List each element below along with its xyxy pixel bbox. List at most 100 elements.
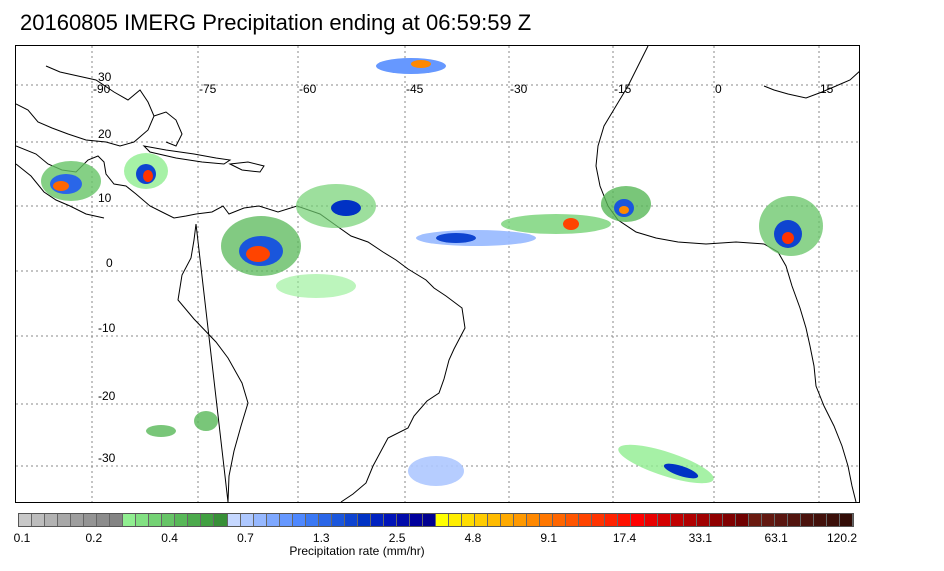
precip-cell-nigeria-peak xyxy=(782,232,794,244)
colorbar-segment xyxy=(722,514,736,526)
precip-cell-gulf-peak xyxy=(53,181,69,191)
precip-cell-atlantic-north-peak xyxy=(411,60,431,68)
colorbar-segment xyxy=(436,514,450,526)
colorbar-segment xyxy=(748,514,762,526)
colorbar-segment xyxy=(240,514,254,526)
colorbar-tick-label: 0.7 xyxy=(237,531,254,545)
longitude-label: -90 xyxy=(93,82,111,96)
colorbar-segment xyxy=(110,514,124,526)
colorbar-segment xyxy=(514,514,528,526)
europe-coast xyxy=(763,71,859,99)
precip-cell-amazon xyxy=(276,274,356,298)
colorbar-segment xyxy=(605,514,619,526)
colorbar-segment xyxy=(683,514,697,526)
colorbar-tick-label: 9.1 xyxy=(540,531,558,545)
colorbar-title: Precipitation rate (mm/hr) xyxy=(289,544,425,558)
south-america-coast xyxy=(177,205,466,502)
longitude-label: -75 xyxy=(199,82,217,96)
colorbar-segment xyxy=(214,514,228,526)
longitude-label: -30 xyxy=(510,82,528,96)
colorbar-tick-label: 4.8 xyxy=(464,531,482,545)
colorbar-tick-label: 0.4 xyxy=(161,531,178,545)
colorbar-segment xyxy=(123,514,137,526)
colorbar-segment xyxy=(149,514,163,526)
longitude-label: -45 xyxy=(406,82,424,96)
longitude-label: -15 xyxy=(614,82,632,96)
precip-cell-west-africa-peak xyxy=(619,206,629,214)
precipitation-cells xyxy=(41,58,823,486)
florida-coast xyxy=(153,111,183,147)
latitude-label: -10 xyxy=(98,321,116,335)
colorbar-segment xyxy=(305,514,319,526)
colorbar-segment xyxy=(566,514,580,526)
colorbar-segment xyxy=(696,514,710,526)
latitude-label: 20 xyxy=(98,127,112,141)
colorbar-segment xyxy=(370,514,384,526)
latitude-label: 30 xyxy=(98,70,112,84)
colorbar-segment xyxy=(839,514,853,526)
colorbar-segment xyxy=(84,514,98,526)
colorbar-segment xyxy=(227,514,241,526)
colorbar-segment xyxy=(344,514,358,526)
colorbar-segment xyxy=(279,514,293,526)
colorbar-segment xyxy=(657,514,671,526)
colorbar-tick-label: 120.2 xyxy=(826,531,858,545)
colorbar-segment xyxy=(19,514,33,526)
longitude-label: 0 xyxy=(715,82,722,96)
colorbar-segment xyxy=(579,514,593,526)
colorbar-tick-label: 0.1 xyxy=(13,531,31,545)
colorbar-segment xyxy=(136,514,150,526)
colorbar-segment xyxy=(774,514,788,526)
precip-cell-bolivia xyxy=(146,425,176,437)
colorbar-segment xyxy=(422,514,436,526)
colorbar-segment xyxy=(266,514,280,526)
colorbar-tick-label: 2.5 xyxy=(388,531,406,545)
colorbar-tick-label: 33.1 xyxy=(688,531,713,545)
longitude-label: -60 xyxy=(299,82,317,96)
colorbar-segment xyxy=(462,514,476,526)
colorbar-segment xyxy=(618,514,632,526)
precip-cell-itcz-mid-peak xyxy=(563,218,579,230)
precip-cell-venezuela-peak xyxy=(246,246,270,262)
colorbar-segment xyxy=(71,514,85,526)
colorbar-segment xyxy=(357,514,371,526)
colorbar-segment xyxy=(709,514,723,526)
precip-cell-uruguay xyxy=(408,456,464,486)
longitude-label: 15 xyxy=(820,82,834,96)
colorbar-segment xyxy=(527,514,541,526)
colorbar-segment xyxy=(97,514,111,526)
colorbar xyxy=(18,513,854,527)
colorbar-segment xyxy=(449,514,463,526)
colorbar-tick-label: 1.3 xyxy=(312,531,330,545)
map-gridlines xyxy=(16,46,859,502)
colorbar-segment xyxy=(253,514,267,526)
colorbar-segment xyxy=(761,514,775,526)
map-canvas xyxy=(16,46,859,502)
colorbar-segment xyxy=(58,514,72,526)
colorbar-segment xyxy=(331,514,345,526)
colorbar-segment xyxy=(488,514,502,526)
colorbar-segment xyxy=(201,514,215,526)
precip-cell-yucatan-peak xyxy=(143,170,153,182)
colorbar-segment xyxy=(826,514,840,526)
coastlines xyxy=(16,46,859,502)
latitude-label: -30 xyxy=(98,451,116,465)
precip-cell-itcz-mid xyxy=(501,214,611,234)
colorbar-segment xyxy=(383,514,397,526)
africa-coast xyxy=(595,46,857,502)
page-title: 20160805 IMERG Precipitation ending at 0… xyxy=(20,10,532,35)
colorbar-segment xyxy=(188,514,202,526)
colorbar-segment xyxy=(292,514,306,526)
colorbar-segment xyxy=(787,514,801,526)
hispaniola-coast xyxy=(228,161,265,173)
colorbar-segment xyxy=(32,514,46,526)
latitude-label: 10 xyxy=(98,191,112,205)
colorbar-segment xyxy=(553,514,567,526)
colorbar-segment xyxy=(644,514,658,526)
colorbar-segment xyxy=(396,514,410,526)
colorbar-segment xyxy=(162,514,176,526)
colorbar-segment xyxy=(592,514,606,526)
colorbar-segment xyxy=(175,514,189,526)
precip-cell-south-atlantic-core xyxy=(663,463,699,479)
colorbar-segment xyxy=(735,514,749,526)
